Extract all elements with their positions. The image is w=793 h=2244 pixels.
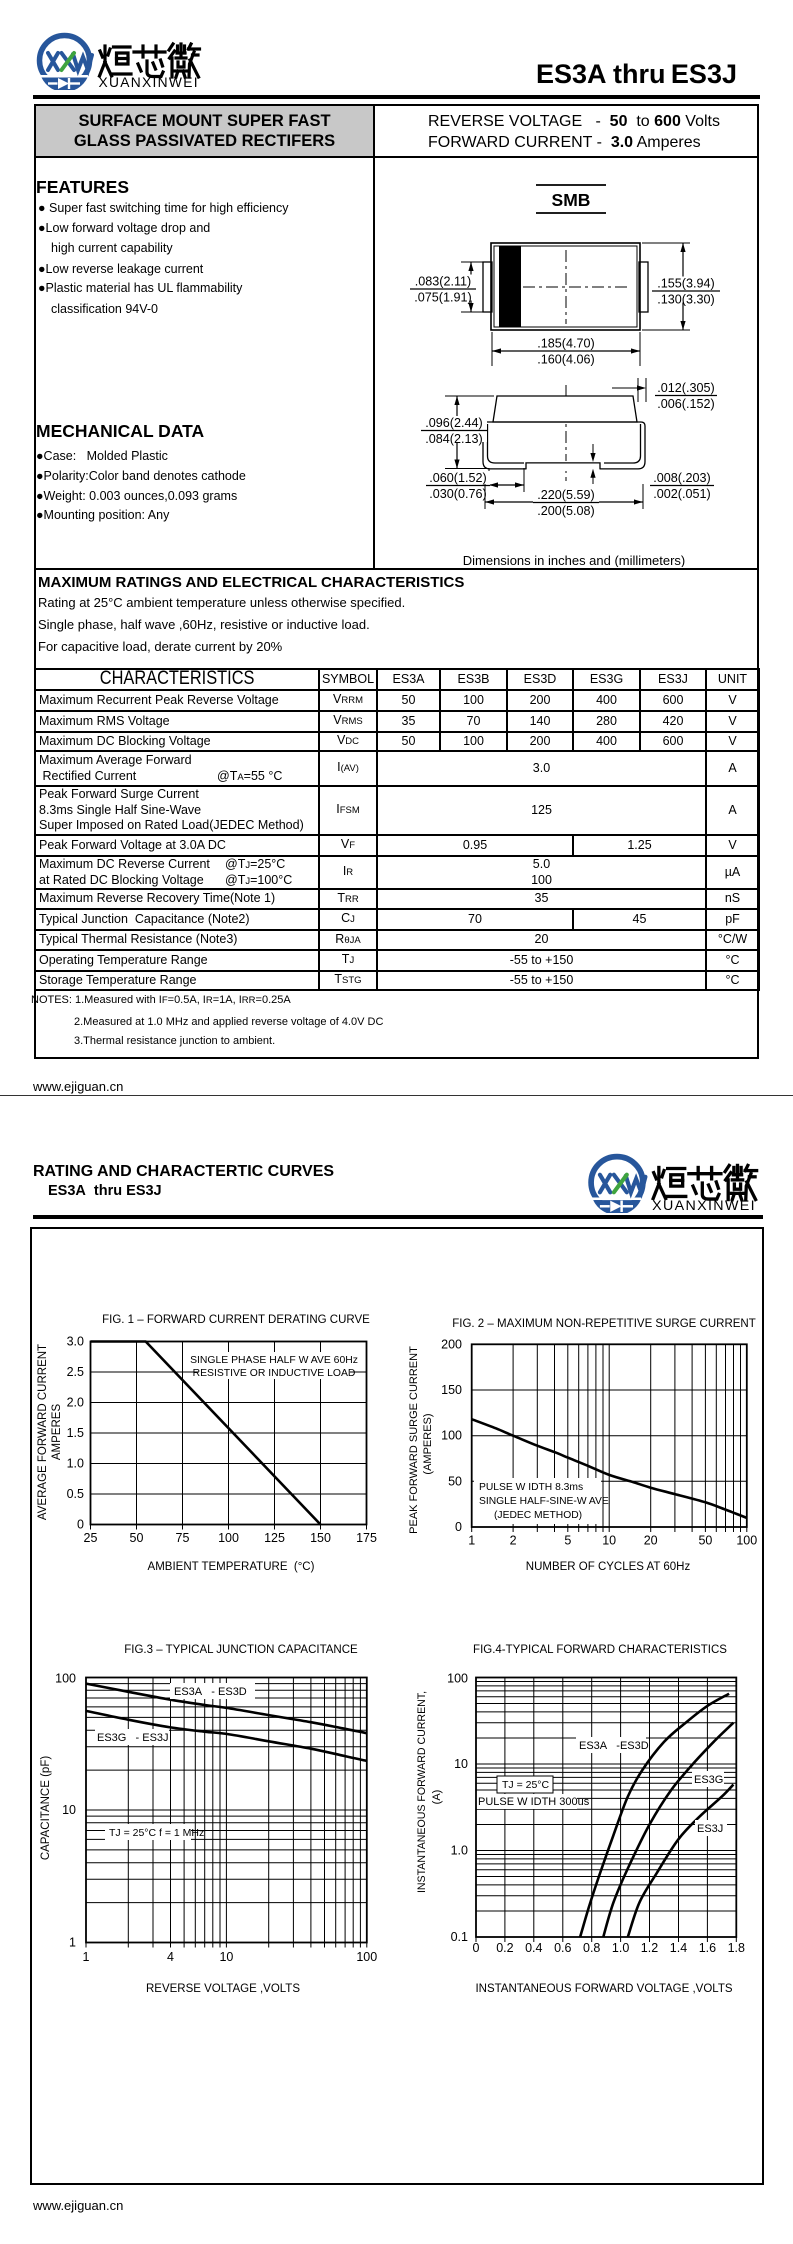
svg-text:SINGLE PHASE HALF W AVE 60Hz: SINGLE PHASE HALF W AVE 60Hz: [190, 1355, 358, 1366]
svg-text:.083(2.11): .083(2.11): [415, 275, 471, 289]
svg-text:(JEDEC METHOD): (JEDEC METHOD): [494, 1510, 582, 1521]
svg-text:0: 0: [455, 1520, 462, 1534]
svg-text:.002(.051): .002(.051): [653, 487, 710, 501]
svg-text:150: 150: [441, 1383, 462, 1397]
svg-text:0.6: 0.6: [554, 1941, 571, 1955]
svg-text:NUMBER OF CYCLES AT 60Hz: NUMBER OF CYCLES AT 60Hz: [526, 1561, 691, 1573]
svg-text:.130(3.30): .130(3.30): [657, 293, 714, 307]
svg-text:FIG.4-TYPICAL FORWARD CHARACTE: FIG.4-TYPICAL FORWARD CHARACTERISTICS: [473, 1644, 727, 1656]
svg-text:.200(5.08): .200(5.08): [537, 504, 594, 518]
svg-text:50: 50: [448, 1474, 462, 1488]
svg-text:(AMPERES): (AMPERES): [422, 1413, 434, 1474]
svg-text:ES3A - ES3D: ES3A - ES3D: [174, 1686, 247, 1698]
svg-text:150: 150: [310, 1531, 331, 1545]
svg-text:1.2: 1.2: [641, 1941, 658, 1955]
svg-text:.060(1.52): .060(1.52): [429, 471, 486, 485]
svg-text:10: 10: [219, 1950, 233, 1964]
svg-text:TJ = 25°C: TJ = 25°C: [502, 1779, 550, 1791]
svg-text:PULSE W IDTH 8.3ms: PULSE W IDTH 8.3ms: [479, 1482, 583, 1493]
svg-text:1.6: 1.6: [699, 1941, 716, 1955]
svg-text:1.0: 1.0: [451, 1844, 468, 1858]
svg-text:.096(2.44): .096(2.44): [425, 416, 482, 430]
svg-text:CAPACITANCE (pF): CAPACITANCE (pF): [40, 1756, 52, 1861]
svg-text:ES3G - ES3J: ES3G - ES3J: [97, 1732, 169, 1744]
svg-text:AMPERES: AMPERES: [51, 1404, 63, 1461]
svg-text:10: 10: [454, 1757, 468, 1771]
svg-text:AVERAGE FORWARD CURRENT: AVERAGE FORWARD CURRENT: [37, 1344, 49, 1520]
svg-text:0: 0: [473, 1941, 480, 1955]
svg-text:100: 100: [218, 1531, 239, 1545]
svg-text:.075(1.91): .075(1.91): [414, 291, 471, 305]
svg-text:0.5: 0.5: [67, 1487, 84, 1501]
svg-text:100: 100: [736, 1534, 757, 1548]
svg-text:1.4: 1.4: [670, 1941, 687, 1955]
svg-text:INSTANTANEOUS FORWARD CURRENT,: INSTANTANEOUS FORWARD CURRENT,: [416, 1691, 428, 1893]
svg-text:FIG.3 – TYPICAL JUNCTION CAPAC: FIG.3 – TYPICAL JUNCTION CAPACITANCE: [124, 1644, 358, 1656]
svg-text:FIG. 1 – FORWARD CURRENT DERAT: FIG. 1 – FORWARD CURRENT DERATING CURVE: [102, 1314, 370, 1326]
svg-text:1: 1: [69, 1936, 76, 1950]
svg-text:.220(5.59): .220(5.59): [537, 488, 594, 502]
svg-text:75: 75: [176, 1531, 190, 1545]
svg-text:ES3J: ES3J: [697, 1823, 723, 1835]
svg-text:.012(.305): .012(.305): [657, 381, 714, 395]
svg-text:3.0: 3.0: [67, 1335, 84, 1349]
svg-text:XUANXINWEI: XUANXINWEI: [99, 75, 199, 90]
svg-text:PULSE W IDTH 300us: PULSE W IDTH 300us: [478, 1796, 590, 1808]
svg-text:REVERSE VOLTAGE ,VOLTS: REVERSE VOLTAGE ,VOLTS: [146, 1983, 300, 1995]
svg-text:50: 50: [698, 1534, 712, 1548]
svg-text:Dimensions in inches and (mill: Dimensions in inches and (millimeters): [463, 553, 686, 567]
svg-text:SMB: SMB: [552, 190, 591, 210]
svg-text:0.4: 0.4: [525, 1941, 542, 1955]
svg-text:.185(4.70): .185(4.70): [537, 337, 594, 351]
svg-text:PEAK FORWARD SURGE CURRENT: PEAK FORWARD SURGE CURRENT: [408, 1346, 420, 1534]
svg-text:1.0: 1.0: [612, 1941, 629, 1955]
svg-text:2: 2: [510, 1534, 517, 1548]
svg-text:TJ = 25°C f = 1 MHz: TJ = 25°C f = 1 MHz: [109, 1827, 204, 1839]
svg-text:.030(0.76): .030(0.76): [429, 487, 486, 501]
svg-text:FIG. 2 – MAXIMUM NON-REPETITIV: FIG. 2 – MAXIMUM NON-REPETITIVE SURGE CU…: [452, 1318, 756, 1330]
svg-text:ES3A -ES3D: ES3A -ES3D: [579, 1740, 649, 1752]
svg-text:175: 175: [356, 1531, 377, 1545]
svg-text:20: 20: [644, 1534, 658, 1548]
svg-text:ES3G: ES3G: [694, 1774, 723, 1786]
svg-text:.155(3.94): .155(3.94): [657, 277, 714, 291]
svg-text:1.0: 1.0: [67, 1457, 84, 1471]
svg-text:50: 50: [130, 1531, 144, 1545]
svg-text:5: 5: [564, 1534, 571, 1548]
svg-text:AMBIENT TEMPERATURE (°C): AMBIENT TEMPERATURE (°C): [148, 1561, 315, 1573]
svg-text:(A): (A): [431, 1790, 443, 1805]
svg-text:2.0: 2.0: [67, 1396, 84, 1410]
svg-text:INSTANTANEOUS FORWARD VOLTAGE: INSTANTANEOUS FORWARD VOLTAGE ,VOLTS: [475, 1983, 732, 1995]
svg-text:25: 25: [84, 1531, 98, 1545]
svg-text:RESISTIVE OR INDUCTIVE LOAD: RESISTIVE OR INDUCTIVE LOAD: [193, 1368, 356, 1379]
svg-text:10: 10: [602, 1534, 616, 1548]
svg-text:.160(4.06): .160(4.06): [537, 353, 594, 367]
svg-text:0.2: 0.2: [496, 1941, 513, 1955]
svg-text:10: 10: [62, 1803, 76, 1817]
svg-text:.008(.203): .008(.203): [653, 471, 710, 485]
svg-text:100: 100: [441, 1429, 462, 1443]
svg-text:1: 1: [468, 1534, 475, 1548]
svg-text:1.8: 1.8: [728, 1941, 745, 1955]
svg-text:125: 125: [264, 1531, 285, 1545]
svg-text:0: 0: [77, 1518, 84, 1532]
svg-text:SINGLE HALF-SINE-W AVE: SINGLE HALF-SINE-W AVE: [479, 1496, 609, 1507]
svg-text:100: 100: [55, 1672, 76, 1686]
svg-text:1: 1: [83, 1950, 90, 1964]
svg-text:4: 4: [167, 1950, 174, 1964]
svg-text:.084(2.13): .084(2.13): [425, 432, 482, 446]
svg-text:200: 200: [441, 1337, 462, 1351]
svg-text:.006(.152): .006(.152): [657, 397, 714, 411]
svg-text:100: 100: [356, 1950, 377, 1964]
svg-text:100: 100: [447, 1672, 468, 1686]
svg-text:0.1: 0.1: [451, 1930, 468, 1944]
svg-text:1.5: 1.5: [67, 1426, 84, 1440]
svg-text:XUANXINWEI: XUANXINWEI: [652, 1198, 756, 1213]
svg-text:0.8: 0.8: [583, 1941, 600, 1955]
svg-text:2.5: 2.5: [67, 1365, 84, 1379]
